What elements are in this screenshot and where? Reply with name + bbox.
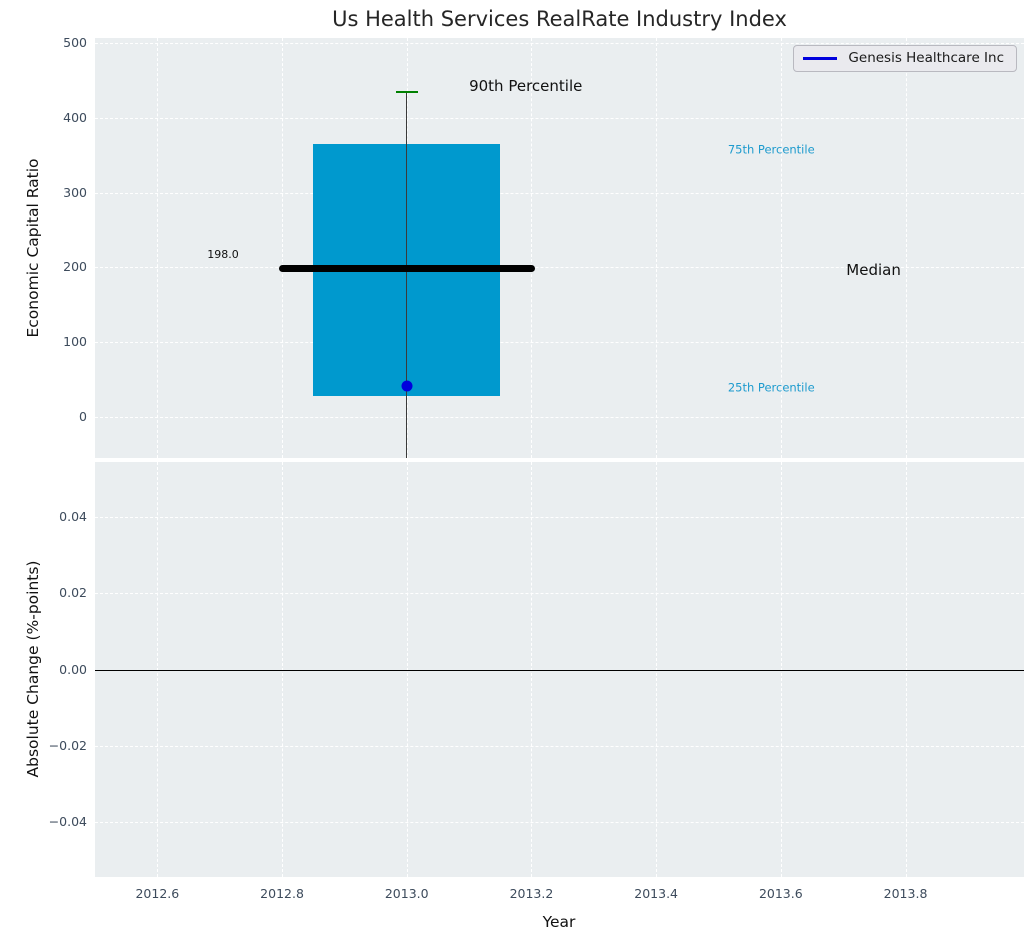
annotation: 90th Percentile: [469, 76, 583, 95]
y-tick-label: 0: [79, 408, 87, 424]
x-tick-label: 2013.6: [758, 886, 803, 901]
gridline-horizontal: [95, 43, 1024, 45]
gridline-vertical: [656, 38, 658, 458]
y-tick-label: 500: [63, 34, 87, 50]
p90-cap: [395, 90, 418, 94]
gridline-vertical: [531, 38, 533, 458]
x-tick-label: 2013.8: [883, 886, 928, 901]
y-tick-label: 0.04: [59, 509, 87, 525]
top-axes-economic-capital-ratio: Genesis Healthcare Inc 198.0 90th Percent…: [95, 38, 1024, 458]
median-line: [278, 265, 535, 273]
gridline-vertical: [157, 38, 159, 458]
company-data-point: [401, 380, 413, 391]
y-tick-label: 300: [63, 184, 87, 200]
zero-reference-line: [95, 669, 1024, 671]
legend: Genesis Healthcare Inc: [793, 45, 1017, 72]
annotation: 198.0: [207, 247, 239, 261]
y-tick-label: −0.02: [48, 737, 87, 753]
x-axis-label: Year: [542, 913, 576, 931]
y-tick-label: 0.00: [59, 661, 87, 677]
legend-line-swatch: [803, 56, 838, 60]
y-tick-label: −0.04: [48, 813, 87, 829]
x-tick-label: 2012.6: [135, 886, 180, 901]
y-tick-label: 100: [63, 333, 87, 349]
x-tick-label: 2013.0: [384, 886, 429, 901]
y-tick-label: 0.02: [59, 585, 87, 601]
whisker-line: [406, 91, 408, 458]
gridline-horizontal: [95, 593, 1024, 595]
x-tick-label: 2013.2: [509, 886, 554, 901]
x-tick-label: 2012.8: [260, 886, 304, 901]
x-tick-label: 2013.4: [634, 886, 679, 901]
bottom-axes-absolute-change: [95, 462, 1024, 877]
gridline-horizontal: [95, 267, 1024, 269]
gridline-horizontal: [95, 416, 1024, 418]
gridline-horizontal: [95, 517, 1024, 519]
y-axis-label-top: Economic Capital Ratio: [24, 158, 42, 338]
gridline-horizontal: [95, 192, 1024, 194]
gridline-horizontal: [95, 117, 1024, 119]
legend-label: Genesis Healthcare Inc: [848, 50, 1004, 66]
annotation: 25th Percentile: [727, 380, 815, 395]
annotation: Median: [846, 260, 901, 279]
gridline-horizontal: [95, 821, 1024, 823]
chart-title: Us Health Services RealRate Industry Ind…: [332, 7, 787, 31]
annotation: 75th Percentile: [727, 142, 815, 157]
gridline-vertical: [905, 38, 907, 458]
gridline-vertical: [282, 38, 284, 458]
gridline-horizontal: [95, 342, 1024, 344]
y-tick-label: 200: [63, 259, 87, 275]
gridline-horizontal: [95, 745, 1024, 747]
y-tick-label: 400: [63, 109, 87, 125]
gridline-vertical: [780, 38, 782, 458]
